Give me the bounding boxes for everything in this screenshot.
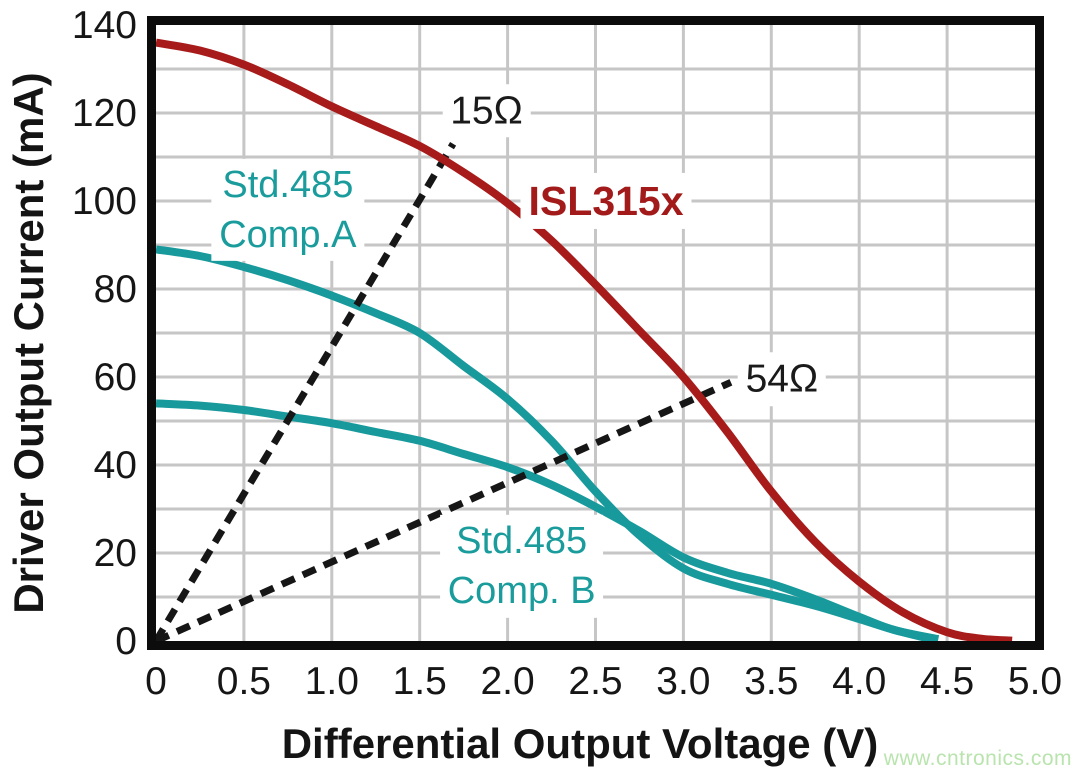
y-tick-label: 60: [94, 356, 137, 399]
x-tick-label: 1.5: [393, 660, 447, 703]
y-tick-label: 40: [94, 444, 137, 487]
y-tick-label: 20: [94, 532, 137, 575]
y-tick-label: 0: [115, 620, 137, 663]
series-15ω-load-line: [152, 142, 457, 643]
x-tick-label: 0: [145, 660, 167, 703]
annotation-std.485: Std.485 Comp.A: [211, 158, 365, 261]
x-tick-label: 2.0: [480, 660, 534, 703]
x-tick-label: 0.5: [217, 660, 271, 703]
y-tick-label: 140: [72, 4, 137, 47]
series-54ω-load-line: [154, 379, 733, 645]
y-axis-title: Driver Output Current (mA): [5, 72, 52, 614]
y-tick-label: 100: [72, 180, 137, 223]
gridlines: [156, 25, 1035, 641]
x-axis-title: Differential Output Voltage (V): [281, 720, 879, 767]
x-tick-label: 4.0: [832, 660, 886, 703]
x-tick-label: 2.5: [568, 660, 622, 703]
x-tick-label: 5.0: [1008, 660, 1062, 703]
x-tick-label: 3.5: [744, 660, 798, 703]
x-tick-label: 3.0: [656, 660, 710, 703]
watermark: www.cntronics.com: [883, 747, 1072, 770]
y-tick-label: 80: [94, 268, 137, 311]
series-std.485-comp.a: [155, 245, 931, 643]
x-tick-label: 1.0: [305, 660, 359, 703]
annotation-15ω: 15Ω: [442, 84, 531, 138]
tick-labels: 0 0.5 1.0 1.5 2.0 2.5 3.0 3.5 4.0 4.5 5.0 0 20 40 60 80…: [72, 4, 1062, 703]
plot-frame: [147, 16, 1044, 650]
y-tick-label: 120: [72, 92, 137, 135]
annotation-54ω: 54Ω: [737, 352, 827, 406]
annotation-std.485: Std.485 Comp. B: [439, 515, 604, 618]
series-isl315x: [155, 38, 1013, 645]
x-tick-label: 4.5: [920, 660, 974, 703]
annotation-isl315x: ISL315x: [520, 172, 692, 230]
